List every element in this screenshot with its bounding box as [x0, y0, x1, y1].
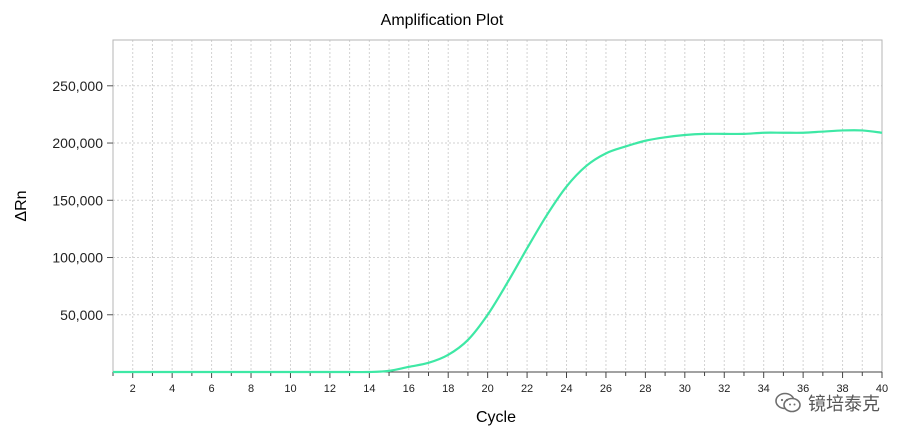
x-tick-label: 30 — [679, 383, 691, 395]
y-axis-ticks: 50,000 100,000 150,000 200,000 250,000 — [52, 78, 113, 323]
x-tick-label: 4 — [169, 383, 175, 395]
x-tick-label: 40 — [876, 383, 888, 395]
x-tick-label: 28 — [639, 383, 651, 395]
x-tick-label: 26 — [600, 383, 612, 395]
x-tick-label: 10 — [284, 383, 296, 395]
series-layer — [113, 129, 883, 374]
x-tick-label: 18 — [442, 383, 454, 395]
series-line — [113, 129, 883, 374]
x-tick-label: 36 — [797, 383, 809, 395]
y-tick-label: 100,000 — [52, 250, 103, 266]
x-tick-label: 16 — [403, 383, 415, 395]
y-axis-title: ΔRn — [13, 190, 30, 221]
gridlines — [112, 40, 883, 372]
watermark: 镜培泰克 — [774, 390, 880, 416]
x-tick-label: 6 — [209, 383, 215, 395]
x-tick-label: 12 — [324, 383, 336, 395]
plot-area-frame — [112, 39, 883, 373]
y-tick-label: 250,000 — [52, 78, 103, 94]
x-axis-ticks: 2 4 6 8 10 12 14 16 18 20 22 24 26 28 30 32 34 36 38 40 — [112, 371, 888, 395]
x-tick-label: 24 — [560, 383, 572, 395]
x-tick-label: 34 — [758, 383, 770, 395]
x-tick-label: 32 — [718, 383, 730, 395]
x-tick-label: 22 — [521, 383, 533, 395]
watermark-text: 镜培泰克 — [808, 394, 880, 415]
x-tick-label: 8 — [248, 383, 254, 395]
x-tick-label: 2 — [130, 383, 136, 395]
x-tick-label: 20 — [482, 383, 494, 395]
x-tick-label: 14 — [363, 383, 375, 395]
wechat-icon — [775, 392, 801, 413]
chart-title: Amplification Plot — [381, 12, 504, 29]
x-tick-label: 38 — [836, 383, 848, 395]
y-tick-label: 50,000 — [60, 307, 103, 323]
y-tick-label: 200,000 — [52, 135, 103, 151]
y-tick-label: 150,000 — [52, 192, 103, 208]
x-axis-title: Cycle — [476, 409, 516, 426]
